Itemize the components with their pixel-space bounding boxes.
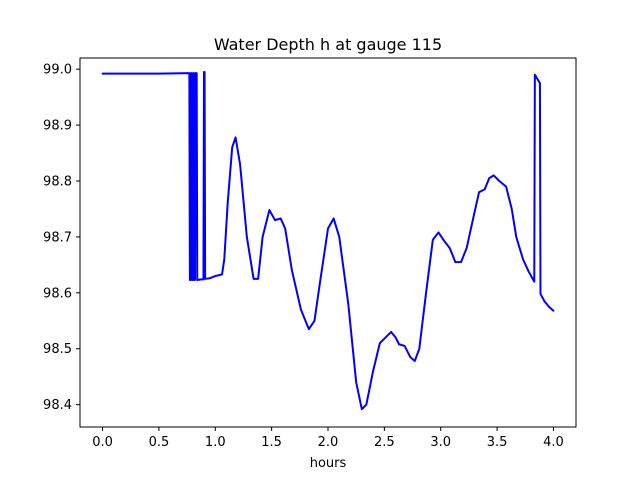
x-tick-label: 3.0 (430, 435, 451, 450)
x-tick-label: 1.0 (205, 435, 226, 450)
x-axis-label: hours (310, 456, 347, 471)
plot-area (101, 70, 555, 411)
chart-title: Water Depth h at gauge 115 (214, 35, 442, 54)
y-tick-label: 98.4 (43, 398, 72, 413)
y-tick-label: 99.0 (43, 63, 72, 78)
x-tick-label: 0.5 (149, 435, 170, 450)
x-axis: 0.0 0.5 1.0 1.5 2.0 2.5 3.0 3.5 4.0 (92, 427, 564, 450)
x-tick-label: 2.5 (374, 435, 395, 450)
y-tick-label: 98.5 (43, 342, 72, 357)
x-tick-label: 0.0 (92, 435, 113, 450)
x-tick-label: 2.0 (318, 435, 339, 450)
plot-frame (79, 57, 577, 428)
y-axis: 98.4 98.5 98.6 98.7 98.8 98.9 99.0 (43, 63, 80, 413)
y-tick-label: 98.7 (43, 230, 72, 245)
y-tick-label: 98.9 (43, 119, 72, 134)
series-line-1 (101, 70, 555, 411)
x-tick-label: 3.5 (487, 435, 508, 450)
x-tick-label: 4.0 (543, 435, 564, 450)
y-tick-label: 98.8 (43, 175, 72, 190)
y-tick-label: 98.6 (43, 286, 72, 301)
x-tick-label: 1.5 (261, 435, 282, 450)
